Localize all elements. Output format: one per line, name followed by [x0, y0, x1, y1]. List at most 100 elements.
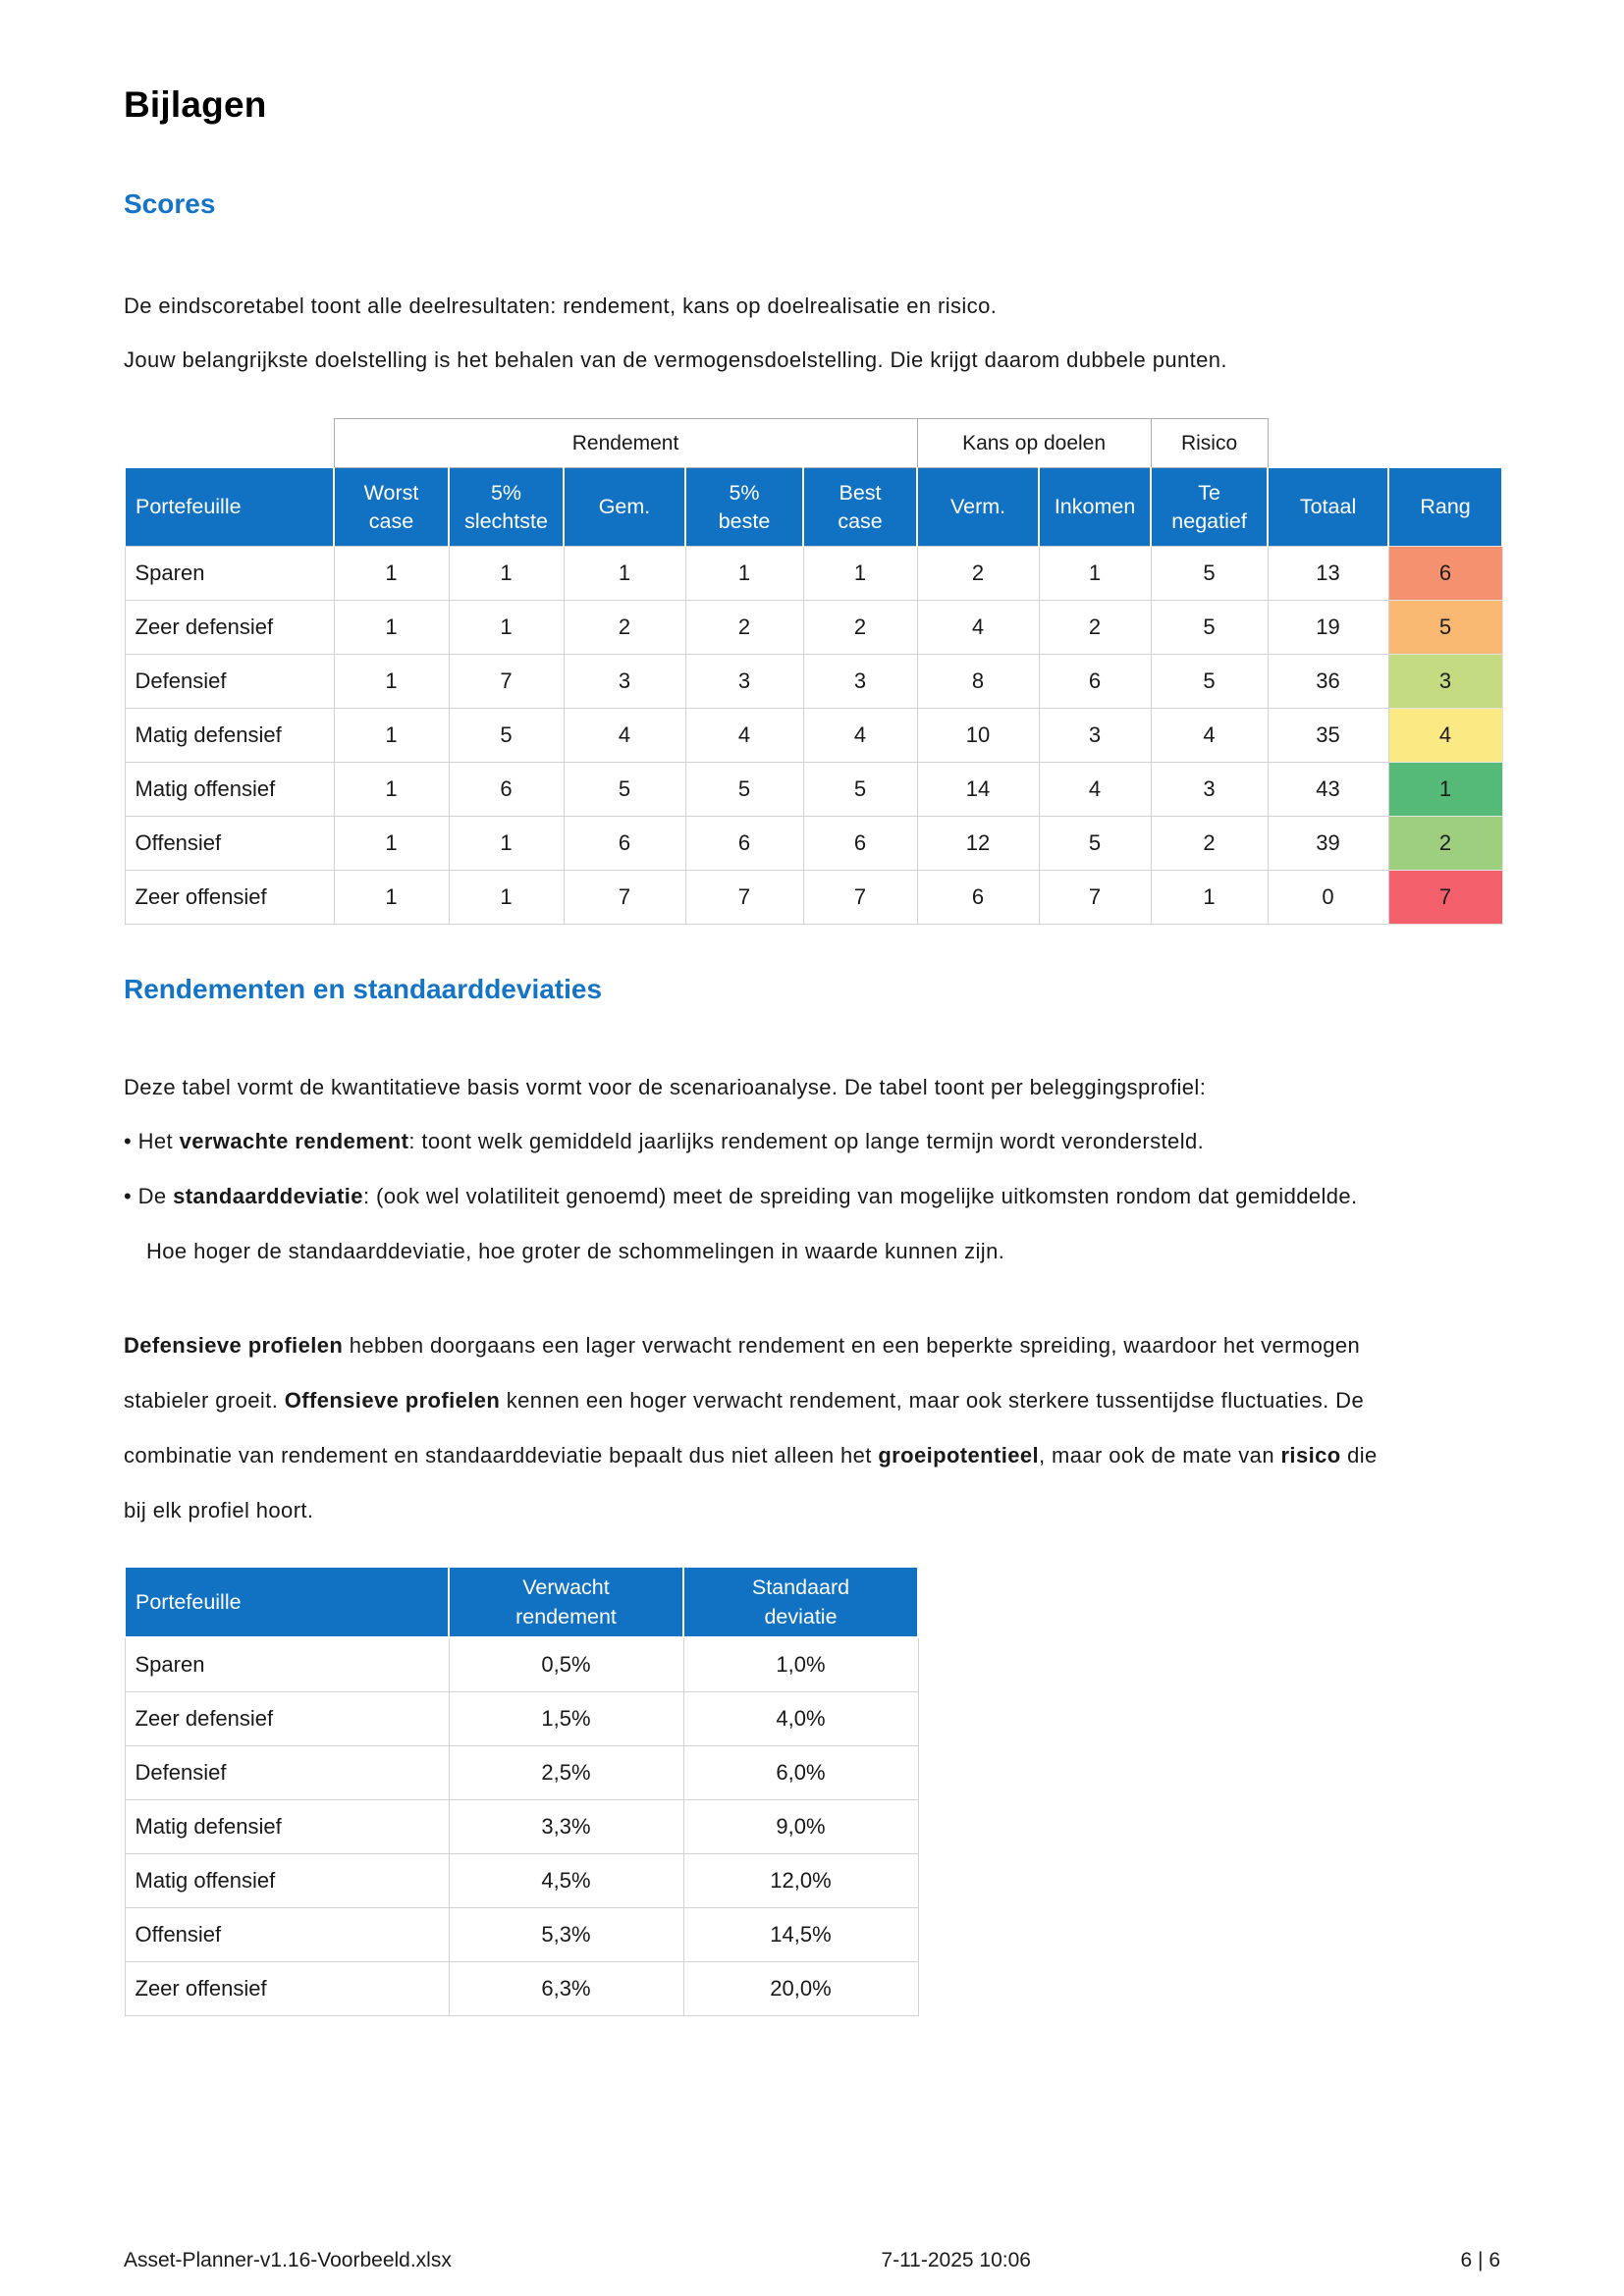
score-cell: 2: [1038, 600, 1152, 655]
portfolio-name-cell: Offensief: [124, 1906, 450, 1962]
value-cell: 14,5%: [682, 1906, 919, 1962]
text: kennen een hoger verwacht rendement, maa…: [124, 1388, 1365, 1468]
score-cell: 1: [333, 546, 450, 601]
column-header-row: Portefeuille Verwacht rendement Standaard de…: [124, 1566, 919, 1638]
portfolio-name-cell: Zeer defensief: [124, 600, 335, 655]
portfolio-name-cell: Sparen: [124, 546, 335, 601]
score-cell: 2: [684, 600, 804, 655]
rendementen-intro: Deze tabel vormt de kwantitatieve basis …: [124, 1075, 1207, 1099]
score-cell: 19: [1267, 600, 1389, 655]
score-cell: 4: [916, 600, 1040, 655]
score-cell: 6: [563, 816, 686, 871]
rendementen-table: Portefeuille Verwacht rendement Standaard de…: [124, 1566, 919, 2016]
score-cell: 4: [563, 708, 686, 763]
value-cell: 5,3%: [448, 1906, 684, 1962]
score-cell: 7: [802, 870, 918, 925]
score-cell: 1: [448, 816, 565, 871]
score-cell: 3: [684, 654, 804, 709]
column-header-cell: Standaard deviatie: [682, 1566, 919, 1638]
score-cell: 4: [1038, 762, 1152, 817]
score-cell: 5: [1150, 654, 1269, 709]
portfolio-name-cell: Matig offensief: [124, 1852, 450, 1908]
score-cell: 1: [448, 546, 565, 601]
scores-table-head: Rendement Kans op doelen Risico Portefeuill…: [124, 418, 1504, 547]
score-cell: 7: [684, 870, 804, 925]
bold-text: Defensieve profielen: [124, 1333, 344, 1358]
bold-text: Offensieve profielen: [284, 1388, 501, 1413]
score-cell: 1: [333, 654, 450, 709]
score-cell: 1: [1150, 870, 1269, 925]
column-header-cell: Gem.: [563, 467, 686, 547]
score-cell: 1: [333, 816, 450, 871]
table-row: Defensief 2,5% 6,0%: [124, 1744, 919, 1800]
score-cell: 7: [563, 870, 686, 925]
bullet-list: • Het verwachte rendement: toont welk ge…: [124, 1114, 1500, 1279]
score-cell: 6: [684, 816, 804, 871]
score-cell: 6: [802, 816, 918, 871]
text: hebben doorgaans een lager verwacht rend…: [124, 1333, 1361, 1413]
column-header-cell: Best case: [801, 467, 919, 547]
rank-cell: 6: [1387, 546, 1503, 601]
group-header-cell: Kans op doelen: [916, 418, 1152, 468]
bullet-icon: •: [124, 1129, 138, 1153]
table-row: Sparen 1 1 1 1 1 2 1 5 13 6: [124, 546, 1503, 601]
scores-heading: Scores: [124, 188, 216, 219]
score-cell: 3: [802, 654, 918, 709]
table-row: Zeer offensief 1 1 7 7 7 6 7 1 0 7: [124, 870, 1503, 925]
bullet-item: • Het verwachte rendement: toont welk ge…: [124, 1114, 1400, 1169]
score-cell: 4: [802, 708, 918, 763]
portfolio-name-cell: Matig defensief: [124, 708, 335, 763]
score-cell: 1: [448, 870, 565, 925]
column-header-cell: Te negatief: [1150, 467, 1270, 547]
text: : toont welk gemiddeld jaarlijks rendeme…: [408, 1129, 1205, 1153]
score-cell: 1: [333, 708, 450, 763]
value-cell: 4,5%: [448, 1852, 684, 1908]
score-cell: 5: [563, 762, 686, 817]
scores-intro-line-1: De eindscoretabel toont alle deelresulta…: [124, 294, 998, 318]
value-cell: 1,5%: [448, 1690, 684, 1746]
score-cell: 3: [563, 654, 686, 709]
group-header-row: Rendement Kans op doelen Risico: [125, 418, 1502, 468]
score-cell: 8: [916, 654, 1040, 709]
bullet-icon: •: [124, 1184, 138, 1208]
page-title: Bijlagen: [124, 84, 267, 125]
bullet-item: • De standaarddeviatie: (ook wel volatil…: [124, 1169, 1400, 1279]
value-cell: 12,0%: [682, 1852, 919, 1908]
bold-text: standaarddeviatie: [173, 1184, 363, 1208]
bold-text: groeipotentieel: [878, 1443, 1040, 1468]
column-header-row: Portefeuille Worst case 5% slechtste Gem. 5% be…: [124, 467, 1504, 547]
rank-cell: 7: [1387, 870, 1503, 925]
text: : (ook wel volatiliteit genoemd) meet de…: [146, 1184, 1358, 1263]
profiles-paragraph: Defensieve profielen hebben doorgaans ee…: [124, 1318, 1400, 1538]
column-header-cell: 5% slechtste: [448, 467, 565, 547]
portfolio-name-cell: Sparen: [124, 1636, 450, 1692]
group-header-spacer: [125, 419, 334, 468]
score-cell: 6: [916, 870, 1040, 925]
column-header-cell: Verwacht rendement: [448, 1566, 684, 1638]
column-header-cell: Totaal: [1267, 467, 1390, 547]
column-header-cell: Portefeuille: [124, 467, 335, 547]
score-cell: 14: [916, 762, 1040, 817]
rank-cell: 1: [1387, 762, 1503, 817]
column-header-cell: Rang: [1387, 467, 1504, 547]
value-cell: 6,0%: [682, 1744, 919, 1800]
score-cell: 39: [1267, 816, 1389, 871]
portfolio-name-cell: Offensief: [124, 816, 335, 871]
scores-intro-line-2: Jouw belangrijkste doelstelling is het b…: [124, 347, 1227, 372]
text: Het: [137, 1129, 180, 1153]
score-cell: 3: [1038, 708, 1152, 763]
score-cell: 2: [1150, 816, 1269, 871]
rendementen-table-head: Portefeuille Verwacht rendement Standaard de…: [124, 1566, 919, 1638]
score-cell: 43: [1267, 762, 1389, 817]
rank-cell: 4: [1387, 708, 1503, 763]
table-row: Matig offensief 4,5% 12,0%: [124, 1852, 919, 1908]
column-header-cell: Portefeuille: [124, 1566, 450, 1638]
column-header-cell: Worst case: [333, 467, 450, 547]
group-header-cell: Rendement: [333, 418, 918, 468]
table-row: Matig offensief 1 6 5 5 5 14 4 3 43 1: [124, 762, 1503, 817]
score-cell: 10: [916, 708, 1040, 763]
score-cell: 5: [684, 762, 804, 817]
score-cell: 1: [333, 600, 450, 655]
score-cell: 4: [684, 708, 804, 763]
bold-text: risico: [1280, 1443, 1341, 1468]
